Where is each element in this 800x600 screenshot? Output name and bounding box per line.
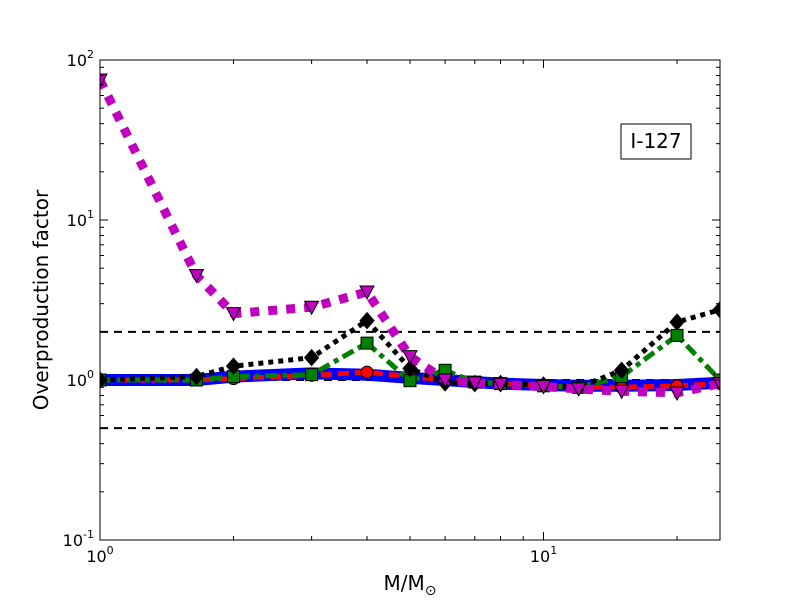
plot-frame bbox=[99, 59, 721, 541]
annotation-label: I-127 bbox=[630, 129, 681, 153]
series-line-2 bbox=[100, 332, 720, 390]
x-axis-label-subscript: ⊙ bbox=[425, 583, 437, 599]
y-tick-label-0: 10-1 bbox=[63, 528, 94, 550]
x-tick-label-1: 101 bbox=[530, 544, 557, 566]
y-tick-label-2: 101 bbox=[67, 208, 94, 230]
series-3-point bbox=[669, 313, 685, 331]
series-3-point bbox=[712, 300, 720, 319]
series-4-point bbox=[359, 285, 375, 301]
series-4 bbox=[100, 73, 720, 402]
series-3-point bbox=[188, 367, 205, 386]
series-4-point bbox=[492, 377, 509, 393]
y-axis-label: Overproduction factor bbox=[29, 189, 53, 410]
series-3-point bbox=[402, 359, 418, 378]
series-4-point bbox=[669, 386, 685, 402]
series-1-point bbox=[360, 365, 374, 379]
y-tick-label-1: 100 bbox=[67, 368, 94, 390]
x-axis-label: M/M⊙ bbox=[384, 571, 437, 599]
series-4-point bbox=[225, 307, 242, 322]
annotation-box: I-127 bbox=[620, 123, 692, 160]
series-2-point bbox=[305, 368, 319, 382]
series-4-point bbox=[570, 382, 587, 397]
series-4-point bbox=[535, 380, 552, 395]
series-line-4 bbox=[100, 78, 720, 398]
series-4-point bbox=[437, 373, 453, 389]
series-3-point bbox=[359, 311, 375, 330]
plot-background bbox=[100, 60, 720, 540]
series-2-point bbox=[670, 328, 684, 342]
series-4-point bbox=[466, 376, 483, 391]
series-4-point bbox=[402, 350, 418, 365]
series-4-point bbox=[188, 268, 205, 284]
y-tick-label-3: 102 bbox=[67, 48, 94, 70]
series-layer bbox=[100, 73, 720, 402]
x-tick-label-0: 100 bbox=[86, 544, 113, 566]
series-line-3 bbox=[100, 307, 720, 390]
series-3-point bbox=[613, 361, 630, 380]
series-4-point bbox=[100, 73, 108, 89]
series-2-point bbox=[360, 336, 374, 350]
annotation-frame bbox=[620, 123, 692, 160]
series-4-point bbox=[613, 384, 630, 400]
series-3-point bbox=[303, 348, 320, 367]
series-3-point bbox=[225, 357, 242, 375]
series-4-point bbox=[303, 300, 320, 316]
